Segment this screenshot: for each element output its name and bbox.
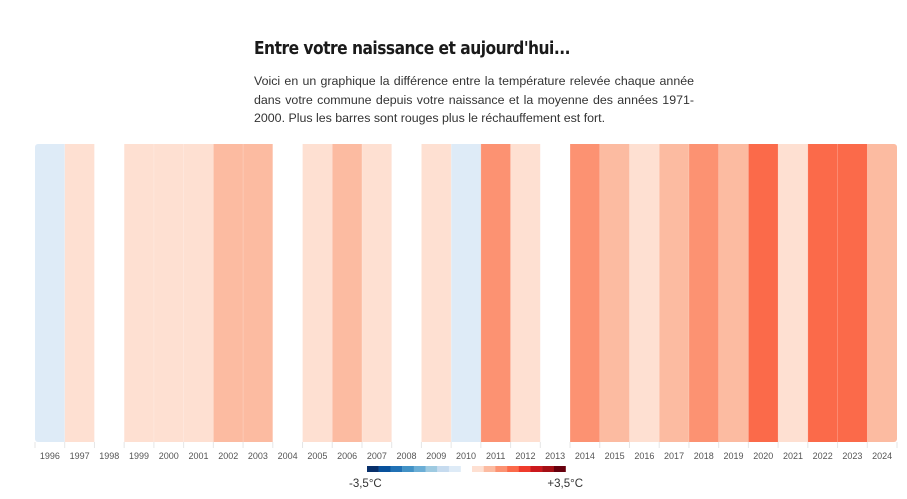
x-tick-label: 2018 <box>694 451 714 461</box>
legend-red-swatch <box>553 466 566 472</box>
bar-2014 <box>570 144 601 442</box>
bar-2012 <box>510 144 541 442</box>
bar-2003 <box>243 144 274 442</box>
bar-2005 <box>302 144 333 442</box>
legend-blue-swatch <box>390 466 403 472</box>
legend-blue-swatch <box>367 466 379 472</box>
bar-2011 <box>480 144 511 442</box>
legend-blue-swatch <box>448 466 461 472</box>
x-tick-label: 2005 <box>307 451 327 461</box>
x-tick-label: 2014 <box>575 451 595 461</box>
bars-group <box>35 144 897 442</box>
x-tick-label: 2016 <box>634 451 654 461</box>
x-tick-label: 2008 <box>397 451 417 461</box>
bar-2023 <box>837 144 868 442</box>
x-tick-label: 2022 <box>813 451 833 461</box>
bar-2006 <box>332 144 363 442</box>
legend-min-label: -3,5°C <box>349 478 382 490</box>
legend-blue-swatch <box>425 466 438 472</box>
x-tick-label: 2013 <box>545 451 565 461</box>
legend: -3,5°C +3,5°C <box>349 466 583 490</box>
bar-2015 <box>599 144 630 442</box>
bar-2008 <box>391 144 422 442</box>
legend-red-swatch <box>518 466 531 472</box>
legend-red-swatch <box>472 466 484 472</box>
bar-1996 <box>35 144 66 442</box>
x-tick-label: 2023 <box>842 451 862 461</box>
legend-red-swatch <box>507 466 519 472</box>
x-tick-label: 1997 <box>70 451 90 461</box>
legend-max-label: +3,5°C <box>547 478 583 490</box>
x-tick-label: 2000 <box>159 451 179 461</box>
bar-1999 <box>124 144 155 442</box>
x-tick-label: 1998 <box>99 451 119 461</box>
x-tick-label: 2019 <box>724 451 744 461</box>
x-tick-label: 2009 <box>426 451 446 461</box>
bar-2013 <box>540 144 571 442</box>
x-tick-label: 2006 <box>337 451 357 461</box>
x-tick-label: 2020 <box>753 451 773 461</box>
x-axis: 1996 1997 1998 1999 2000 2001 2002 2003 2004 2005… <box>34 442 898 461</box>
bar-2022 <box>807 144 838 442</box>
legend-blue-swatch <box>378 466 391 472</box>
x-tick-label: 2002 <box>218 451 238 461</box>
x-tick-label: 2004 <box>278 451 298 461</box>
bar-2018 <box>688 144 719 442</box>
page-title: Entre votre naissance et aujourd'hui... <box>254 38 570 59</box>
bar-2020 <box>748 144 779 442</box>
bar-2016 <box>629 144 660 442</box>
x-tick-label: 2010 <box>456 451 476 461</box>
bar-2007 <box>361 144 392 442</box>
bar-2017 <box>659 144 690 442</box>
x-tick-label: 1996 <box>40 451 60 461</box>
legend-blue-scale <box>367 466 461 472</box>
legend-red-swatch <box>542 466 555 472</box>
x-tick-label: 2015 <box>605 451 625 461</box>
x-tick-label: 2024 <box>872 451 892 461</box>
bar-2002 <box>213 144 244 442</box>
bar-1998 <box>94 144 125 442</box>
x-tick-label: 2021 <box>783 451 803 461</box>
x-tick-label: 2007 <box>367 451 387 461</box>
bar-2000 <box>153 144 184 442</box>
bar-2010 <box>451 144 482 442</box>
x-tick-label: 2012 <box>515 451 535 461</box>
bar-1997 <box>64 144 95 442</box>
x-tick-label: 2001 <box>188 451 208 461</box>
x-tick-label: 2017 <box>664 451 684 461</box>
bar-2001 <box>183 144 214 442</box>
legend-red-swatch <box>495 466 508 472</box>
x-tick-label: 2003 <box>248 451 268 461</box>
bar-2021 <box>778 144 809 442</box>
legend-blue-swatch <box>413 466 426 472</box>
bar-2019 <box>718 144 749 442</box>
legend-red-swatch <box>530 466 543 472</box>
x-tick-label: 2011 <box>486 451 505 461</box>
bar-2024 <box>867 144 897 442</box>
bar-2009 <box>421 144 452 442</box>
legend-red-scale <box>472 466 566 472</box>
legend-blue-swatch <box>402 466 414 472</box>
legend-red-swatch <box>483 466 496 472</box>
bar-2004 <box>272 144 303 442</box>
legend-blue-swatch <box>437 466 450 472</box>
x-tick-label: 1999 <box>129 451 149 461</box>
chart-description: Voici en un graphique la différence entr… <box>254 74 694 125</box>
